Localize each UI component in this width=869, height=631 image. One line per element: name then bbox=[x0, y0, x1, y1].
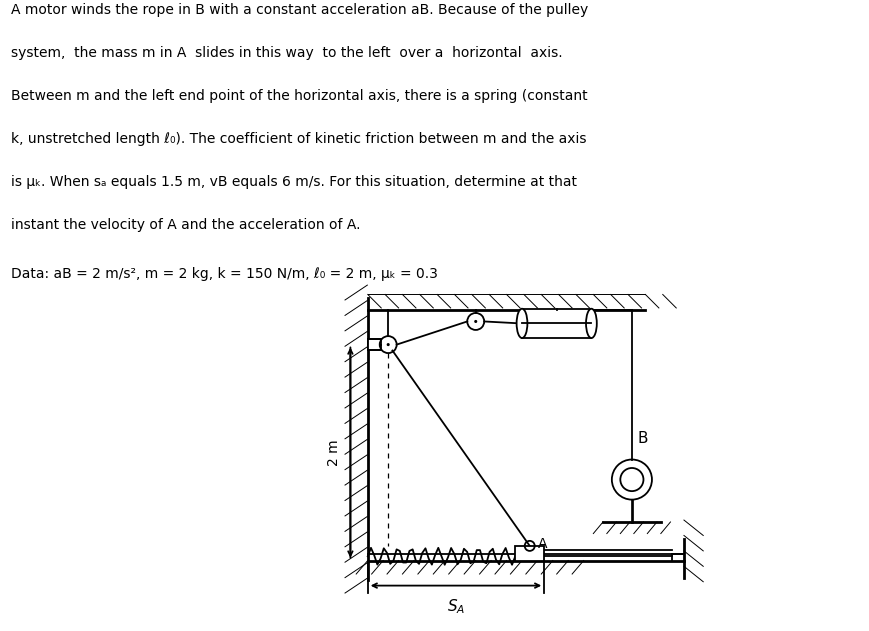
Text: B: B bbox=[637, 431, 647, 446]
Text: Between m and the left end point of the horizontal axis, there is a spring (cons: Between m and the left end point of the … bbox=[11, 89, 587, 103]
Text: system,  the mass m in A  slides in this way  to the left  over a  horizontal  a: system, the mass m in A slides in this w… bbox=[11, 46, 562, 60]
Text: Data: aB = 2 m/s², m = 2 kg, k = 150 N/m, ℓ₀ = 2 m, μₖ = 0.3: Data: aB = 2 m/s², m = 2 kg, k = 150 N/m… bbox=[11, 267, 438, 281]
Circle shape bbox=[386, 343, 389, 346]
Text: instant the velocity of A and the acceleration of A.: instant the velocity of A and the accele… bbox=[11, 218, 361, 232]
Text: 2 m: 2 m bbox=[327, 439, 341, 466]
Circle shape bbox=[474, 320, 477, 323]
Bar bbox=[514, 546, 543, 560]
Text: $S_A$: $S_A$ bbox=[447, 597, 465, 616]
Ellipse shape bbox=[586, 309, 596, 338]
Text: k, unstretched length ℓ₀). The coefficient of kinetic friction between m and the: k, unstretched length ℓ₀). The coefficie… bbox=[11, 132, 586, 146]
Text: is μₖ. When sₐ equals 1.5 m, vB equals 6 m/s. For this situation, determine at t: is μₖ. When sₐ equals 1.5 m, vB equals 6… bbox=[11, 175, 577, 189]
Text: A: A bbox=[537, 537, 547, 551]
Bar bbox=[368, 339, 381, 350]
Bar bbox=[521, 309, 591, 338]
Text: A motor winds the rope in B with a constant acceleration aB. Because of the pull: A motor winds the rope in B with a const… bbox=[11, 3, 588, 17]
Ellipse shape bbox=[516, 309, 527, 338]
